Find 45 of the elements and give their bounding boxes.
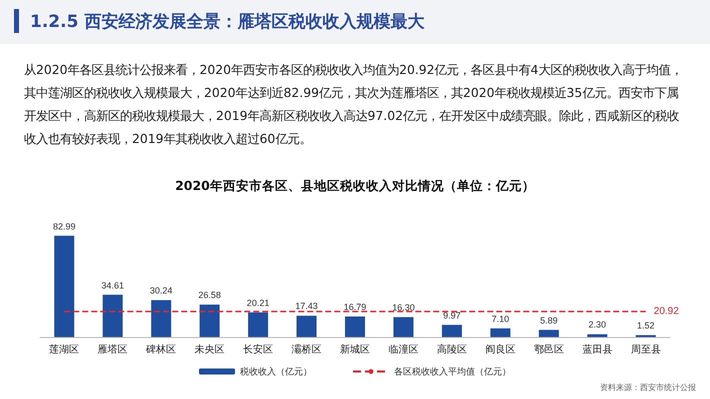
- x-tick-label: 新城区: [340, 344, 370, 356]
- data-label: 30.24: [150, 286, 172, 296]
- bar: [393, 317, 414, 337]
- legend-label: 税收收入（亿元）: [240, 366, 312, 376]
- x-tick-label: 碑林区: [145, 344, 176, 356]
- x-tick-label: 莲湖区: [49, 344, 80, 356]
- x-tick-label: 周至县: [630, 344, 661, 356]
- bar: [102, 294, 123, 337]
- x-tick-label: 临潼区: [388, 344, 418, 356]
- bar: [345, 316, 365, 337]
- data-label: 2.30: [588, 320, 606, 330]
- bar: [587, 334, 608, 337]
- data-label: 16.79: [344, 302, 366, 312]
- bar: [248, 312, 268, 337]
- legend-label: 各区税收收入平均值（亿元）: [394, 366, 511, 376]
- data-label: 34.61: [101, 280, 124, 290]
- x-tick-label: 高陵区: [436, 344, 467, 356]
- x-tick-label: 鄠邑区: [534, 344, 564, 356]
- data-label: 5.89: [540, 315, 558, 326]
- data-label: 26.58: [198, 290, 221, 300]
- x-tick-label: 阎良区: [485, 344, 516, 356]
- bar: [54, 236, 74, 337]
- x-tick-label: 灞桥区: [292, 344, 322, 356]
- data-label: 20.21: [246, 298, 270, 308]
- data-label: 16.30: [392, 302, 415, 313]
- bar: [442, 324, 462, 337]
- bar: [200, 304, 220, 337]
- text: 从2020年各区县统计公报来看，2020年西安市各区的税收收入均值为20.92亿元，各区县中有4大区的税收收入高于均值，其中莲湖区的税收收入规模最大，2020年达到近82.99亿元，其次为莲雁塔区，其2020年税收规模近35亿元。西安市下属开发区中，高新区的税收规模最大，2019年高新区税收收入高达97.02亿元，在开发区中成绩亮眼。除此，西咸新区的税收收入也有较好表现，2019年其税收收入超过60亿元。: [24, 61, 684, 148]
- data-label: 7.10: [492, 314, 510, 324]
- data-label: 82.99: [52, 221, 76, 232]
- x-tick-label: 长安区: [243, 344, 274, 356]
- x-tick-label: 雁塔区: [98, 344, 128, 356]
- data-label: 17.43: [295, 301, 318, 312]
- bar: [151, 300, 172, 337]
- bar: [296, 316, 317, 337]
- chart-subtitle: 2020年西安市各区、县地区税收收入对比情况（单位：亿元）: [174, 178, 536, 195]
- x-tick-label: 蓝田县: [582, 344, 612, 356]
- x-tick-label: 未央区: [194, 344, 225, 356]
- data-label: 9.97: [443, 310, 461, 320]
- bar: [490, 328, 510, 337]
- text: 资料来源：西安市统计公报: [600, 382, 696, 393]
- bar: [538, 330, 559, 337]
- data-label: 20.92: [654, 306, 680, 317]
- chart-title: 1.2.5 西安经济发展全景：雁塔区税收收入规模最大: [30, 11, 424, 33]
- data-label: 1.52: [637, 320, 655, 331]
